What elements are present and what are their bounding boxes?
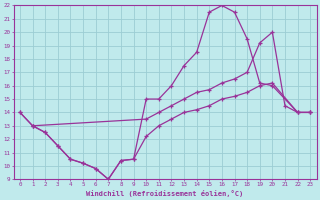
X-axis label: Windchill (Refroidissement éolien,°C): Windchill (Refroidissement éolien,°C) — [86, 190, 244, 197]
